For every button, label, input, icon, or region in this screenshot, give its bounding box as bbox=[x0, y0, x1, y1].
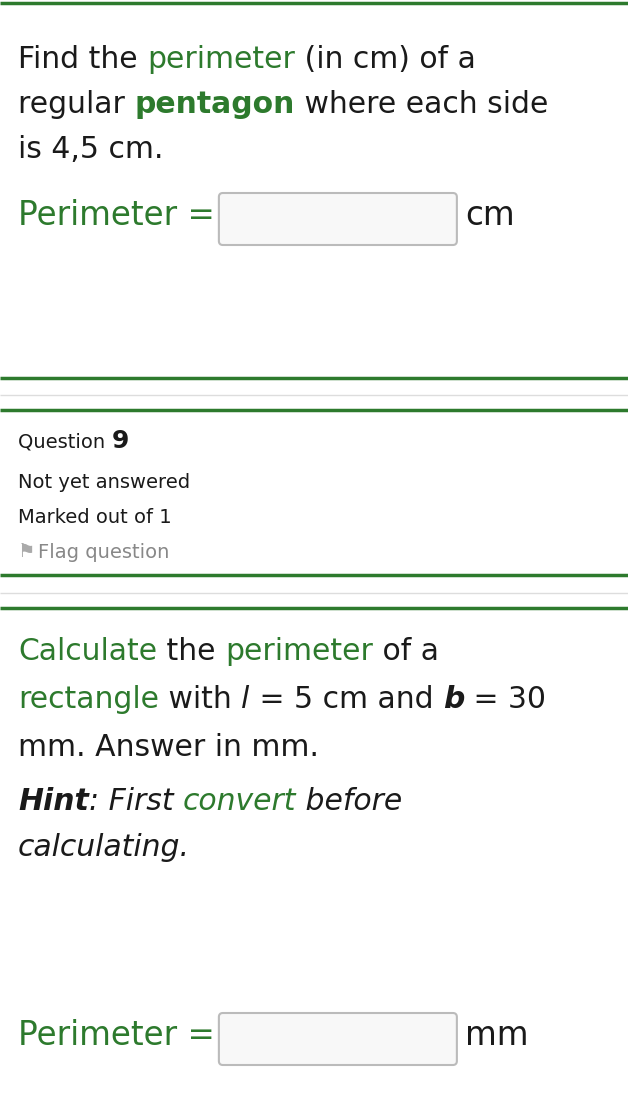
Text: Calculate: Calculate bbox=[18, 637, 157, 666]
Text: perimeter: perimeter bbox=[225, 637, 373, 666]
Text: Perimeter =: Perimeter = bbox=[18, 199, 215, 232]
Text: perimeter: perimeter bbox=[147, 45, 295, 74]
Text: is 4,5 cm.: is 4,5 cm. bbox=[18, 135, 163, 164]
Text: Marked out of 1: Marked out of 1 bbox=[18, 508, 171, 527]
Text: : First: : First bbox=[89, 787, 183, 816]
Text: Hint: Hint bbox=[18, 787, 89, 816]
Text: regular: regular bbox=[18, 90, 134, 118]
Text: of a: of a bbox=[373, 637, 439, 666]
Text: Question: Question bbox=[18, 433, 111, 452]
Text: pentagon: pentagon bbox=[134, 90, 295, 118]
Text: 9: 9 bbox=[111, 430, 129, 453]
Text: Flag question: Flag question bbox=[38, 544, 170, 562]
Text: before: before bbox=[296, 787, 403, 816]
Text: l: l bbox=[241, 685, 249, 714]
FancyBboxPatch shape bbox=[219, 1013, 457, 1065]
Text: b: b bbox=[443, 685, 464, 714]
Text: = 5 cm and: = 5 cm and bbox=[249, 685, 443, 714]
Text: with: with bbox=[159, 685, 241, 714]
Text: cm: cm bbox=[465, 199, 514, 232]
Text: rectangle: rectangle bbox=[18, 685, 159, 714]
Text: = 30: = 30 bbox=[464, 685, 546, 714]
Text: mm. Answer in mm.: mm. Answer in mm. bbox=[18, 733, 319, 762]
Text: Find the: Find the bbox=[18, 45, 147, 74]
Text: the: the bbox=[157, 637, 225, 666]
Text: calculating.: calculating. bbox=[18, 832, 190, 862]
Text: ⚑: ⚑ bbox=[18, 544, 36, 562]
Text: mm: mm bbox=[465, 1020, 528, 1052]
Text: Not yet answered: Not yet answered bbox=[18, 473, 190, 492]
Text: (in cm) of a: (in cm) of a bbox=[295, 45, 476, 74]
Text: convert: convert bbox=[183, 787, 296, 816]
FancyBboxPatch shape bbox=[219, 193, 457, 245]
Text: where each side: where each side bbox=[295, 90, 548, 118]
Text: Perimeter =: Perimeter = bbox=[18, 1020, 215, 1052]
